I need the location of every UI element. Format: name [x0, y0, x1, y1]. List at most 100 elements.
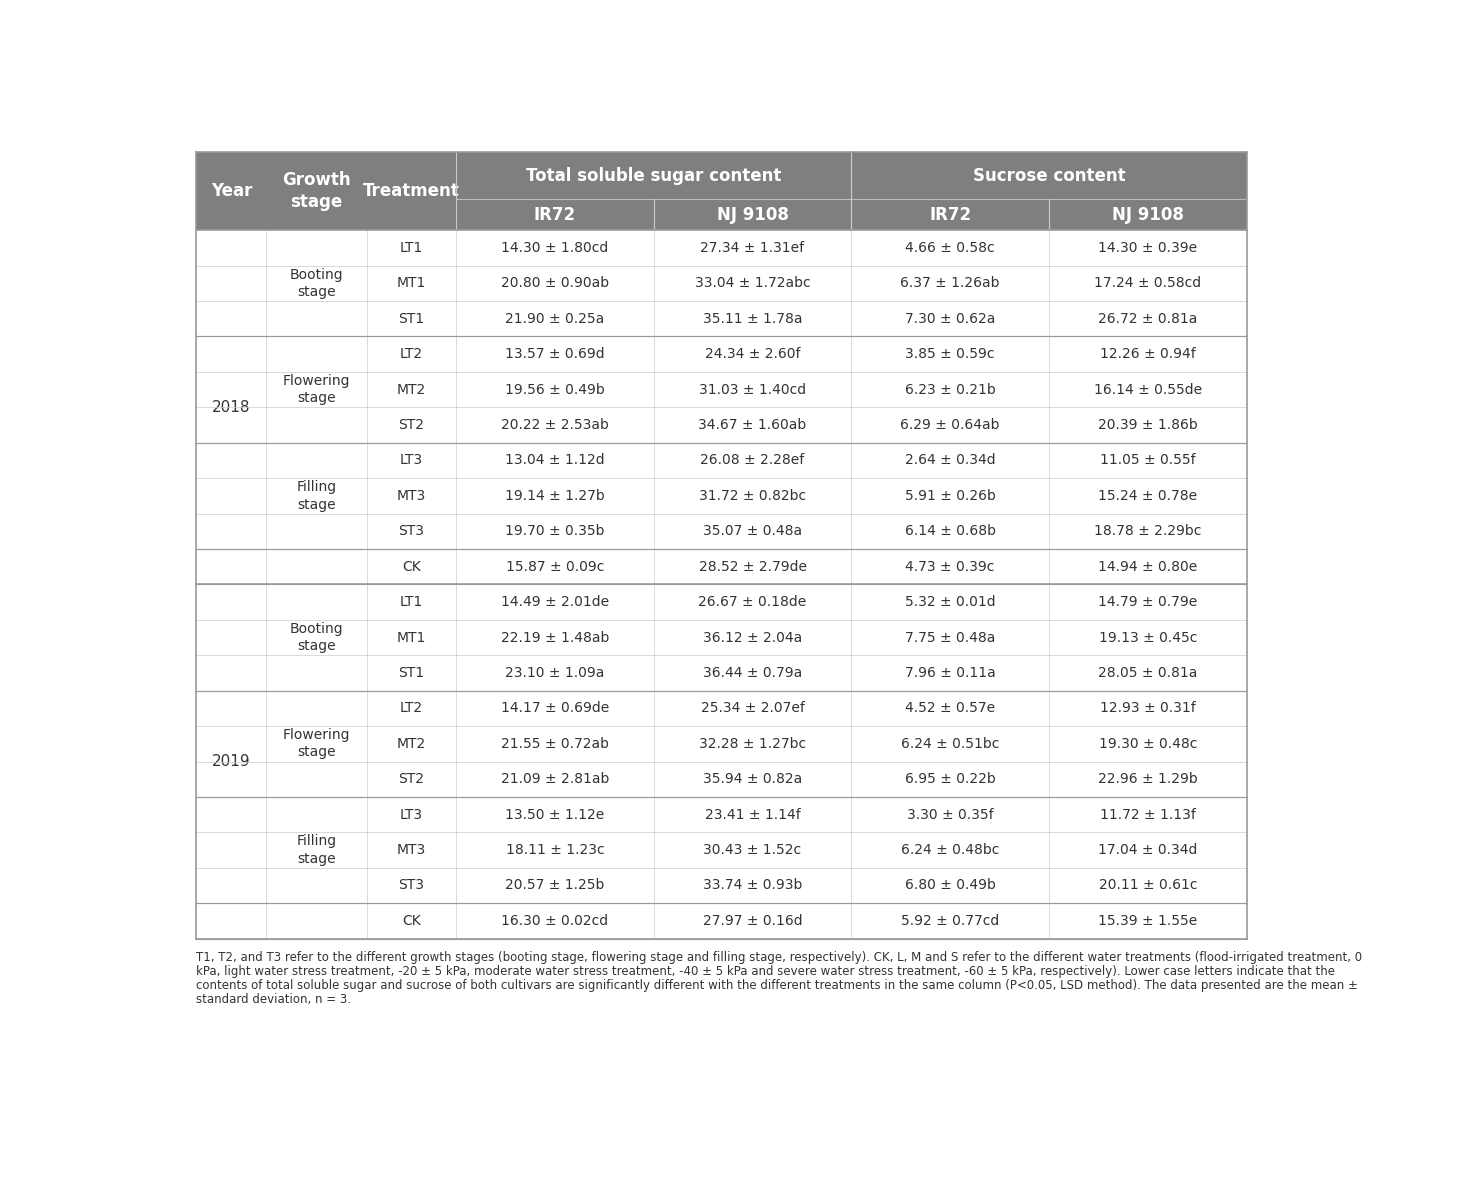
- Bar: [197, 726, 1247, 762]
- Bar: [366, 152, 456, 230]
- Bar: [197, 407, 1247, 443]
- Text: 20.39 ± 1.86b: 20.39 ± 1.86b: [1098, 418, 1197, 432]
- Text: 35.94 ± 0.82a: 35.94 ± 0.82a: [702, 773, 802, 786]
- Text: 12.93 ± 0.31f: 12.93 ± 0.31f: [1099, 702, 1196, 716]
- Text: 7.30 ± 0.62a: 7.30 ± 0.62a: [905, 312, 996, 325]
- Bar: [197, 584, 1247, 620]
- Text: Booting
stage: Booting stage: [289, 622, 343, 653]
- Text: LT3: LT3: [400, 453, 423, 468]
- Text: 20.80 ± 0.90ab: 20.80 ± 0.90ab: [501, 277, 609, 291]
- Text: 17.24 ± 0.58cd: 17.24 ± 0.58cd: [1094, 277, 1202, 291]
- Text: Growth
stage: Growth stage: [282, 171, 350, 211]
- Text: 36.12 ± 2.04a: 36.12 ± 2.04a: [702, 630, 802, 645]
- Bar: [197, 620, 1247, 655]
- Bar: [197, 903, 1247, 939]
- Bar: [197, 762, 1247, 796]
- Text: 6.37 ± 1.26ab: 6.37 ± 1.26ab: [901, 277, 1000, 291]
- Text: 6.23 ± 0.21b: 6.23 ± 0.21b: [905, 382, 996, 396]
- Bar: [197, 550, 1247, 584]
- Bar: [197, 514, 1247, 550]
- Text: 17.04 ± 0.34d: 17.04 ± 0.34d: [1098, 843, 1197, 857]
- Text: 6.24 ± 0.51bc: 6.24 ± 0.51bc: [901, 737, 999, 751]
- Text: 6.29 ± 0.64ab: 6.29 ± 0.64ab: [901, 418, 1000, 432]
- Bar: [197, 655, 1247, 691]
- Text: 34.67 ± 1.60ab: 34.67 ± 1.60ab: [698, 418, 806, 432]
- Text: LT1: LT1: [400, 241, 423, 255]
- Text: 2019: 2019: [212, 754, 251, 769]
- Text: 16.14 ± 0.55de: 16.14 ± 0.55de: [1094, 382, 1202, 396]
- Text: Filling
stage: Filling stage: [296, 481, 337, 512]
- Bar: [197, 868, 1247, 903]
- Text: 35.11 ± 1.78a: 35.11 ± 1.78a: [702, 312, 802, 325]
- Text: 7.96 ± 0.11a: 7.96 ± 0.11a: [905, 666, 996, 680]
- Bar: [266, 584, 366, 691]
- Bar: [197, 301, 1247, 336]
- Bar: [197, 796, 1247, 832]
- Text: IR72: IR72: [929, 205, 971, 224]
- Text: 12.26 ± 0.94f: 12.26 ± 0.94f: [1099, 347, 1196, 361]
- Text: 4.52 ± 0.57e: 4.52 ± 0.57e: [905, 702, 996, 716]
- Text: 4.66 ± 0.58c: 4.66 ± 0.58c: [905, 241, 994, 255]
- Text: 25.34 ± 2.07ef: 25.34 ± 2.07ef: [701, 702, 804, 716]
- Text: NJ 9108: NJ 9108: [717, 205, 788, 224]
- Text: 11.05 ± 0.55f: 11.05 ± 0.55f: [1099, 453, 1196, 468]
- Text: 2.64 ± 0.34d: 2.64 ± 0.34d: [905, 453, 996, 468]
- Text: standard deviation, n = 3.: standard deviation, n = 3.: [197, 992, 352, 1005]
- Text: 15.39 ± 1.55e: 15.39 ± 1.55e: [1098, 914, 1197, 928]
- Text: kPa, light water stress treatment, -20 ± 5 kPa, moderate water stress treatment,: kPa, light water stress treatment, -20 ±…: [197, 965, 1336, 978]
- Text: T1, T2, and T3 refer to the different growth stages (booting stage, flowering st: T1, T2, and T3 refer to the different gr…: [197, 951, 1362, 964]
- Text: 4.73 ± 0.39c: 4.73 ± 0.39c: [905, 560, 994, 573]
- Text: MT1: MT1: [397, 277, 426, 291]
- Text: 5.91 ± 0.26b: 5.91 ± 0.26b: [905, 489, 996, 503]
- Bar: [266, 691, 366, 796]
- Bar: [266, 152, 366, 230]
- Text: 14.17 ± 0.69de: 14.17 ± 0.69de: [501, 702, 609, 716]
- Text: ST3: ST3: [399, 878, 425, 893]
- Text: 20.22 ± 2.53ab: 20.22 ± 2.53ab: [501, 418, 609, 432]
- Text: 31.03 ± 1.40cd: 31.03 ± 1.40cd: [699, 382, 806, 396]
- Text: 18.11 ± 1.23c: 18.11 ± 1.23c: [505, 843, 604, 857]
- Text: 11.72 ± 1.13f: 11.72 ± 1.13f: [1099, 807, 1196, 821]
- Text: 14.49 ± 2.01de: 14.49 ± 2.01de: [501, 595, 609, 609]
- Text: Total soluble sugar content: Total soluble sugar content: [526, 166, 781, 184]
- Text: LT1: LT1: [400, 595, 423, 609]
- Text: 15.87 ± 0.09c: 15.87 ± 0.09c: [505, 560, 604, 573]
- Text: MT2: MT2: [397, 382, 426, 396]
- Text: 14.94 ± 0.80e: 14.94 ± 0.80e: [1098, 560, 1197, 573]
- Text: 6.24 ± 0.48bc: 6.24 ± 0.48bc: [901, 843, 999, 857]
- Bar: [266, 796, 366, 903]
- Text: 21.09 ± 2.81ab: 21.09 ± 2.81ab: [501, 773, 609, 786]
- Text: 6.14 ± 0.68b: 6.14 ± 0.68b: [905, 525, 996, 538]
- Text: LT2: LT2: [400, 702, 423, 716]
- Text: 26.08 ± 2.28ef: 26.08 ± 2.28ef: [701, 453, 804, 468]
- Text: CK: CK: [402, 560, 420, 573]
- Text: LT3: LT3: [400, 807, 423, 821]
- Text: 6.95 ± 0.22b: 6.95 ± 0.22b: [905, 773, 996, 786]
- Bar: [197, 230, 1247, 266]
- Text: LT2: LT2: [400, 347, 423, 361]
- Text: NJ 9108: NJ 9108: [1113, 205, 1184, 224]
- Bar: [197, 832, 1247, 868]
- Text: 14.30 ± 0.39e: 14.30 ± 0.39e: [1098, 241, 1197, 255]
- Text: 22.19 ± 1.48ab: 22.19 ± 1.48ab: [501, 630, 609, 645]
- Text: Sucrose content: Sucrose content: [972, 166, 1126, 184]
- Text: 19.14 ± 1.27b: 19.14 ± 1.27b: [505, 489, 604, 503]
- Bar: [197, 152, 266, 230]
- Text: ST1: ST1: [399, 312, 425, 325]
- Text: 15.24 ± 0.78e: 15.24 ± 0.78e: [1098, 489, 1197, 503]
- Text: 27.34 ± 1.31ef: 27.34 ± 1.31ef: [701, 241, 804, 255]
- Text: 21.90 ± 0.25a: 21.90 ± 0.25a: [505, 312, 604, 325]
- Text: 28.05 ± 0.81a: 28.05 ± 0.81a: [1098, 666, 1197, 680]
- Text: Filling
stage: Filling stage: [296, 834, 337, 865]
- Text: 14.79 ± 0.79e: 14.79 ± 0.79e: [1098, 595, 1197, 609]
- Bar: [197, 691, 1247, 726]
- Text: 13.57 ± 0.69d: 13.57 ± 0.69d: [505, 347, 604, 361]
- Text: Flowering
stage: Flowering stage: [283, 728, 350, 760]
- Text: 19.13 ± 0.45c: 19.13 ± 0.45c: [1098, 630, 1197, 645]
- Text: 19.70 ± 0.35b: 19.70 ± 0.35b: [505, 525, 604, 538]
- Text: 6.80 ± 0.49b: 6.80 ± 0.49b: [905, 878, 996, 893]
- Text: 23.41 ± 1.14f: 23.41 ± 1.14f: [705, 807, 800, 821]
- Text: CK: CK: [402, 914, 420, 928]
- Bar: [266, 230, 366, 336]
- Text: 22.96 ± 1.29b: 22.96 ± 1.29b: [1098, 773, 1197, 786]
